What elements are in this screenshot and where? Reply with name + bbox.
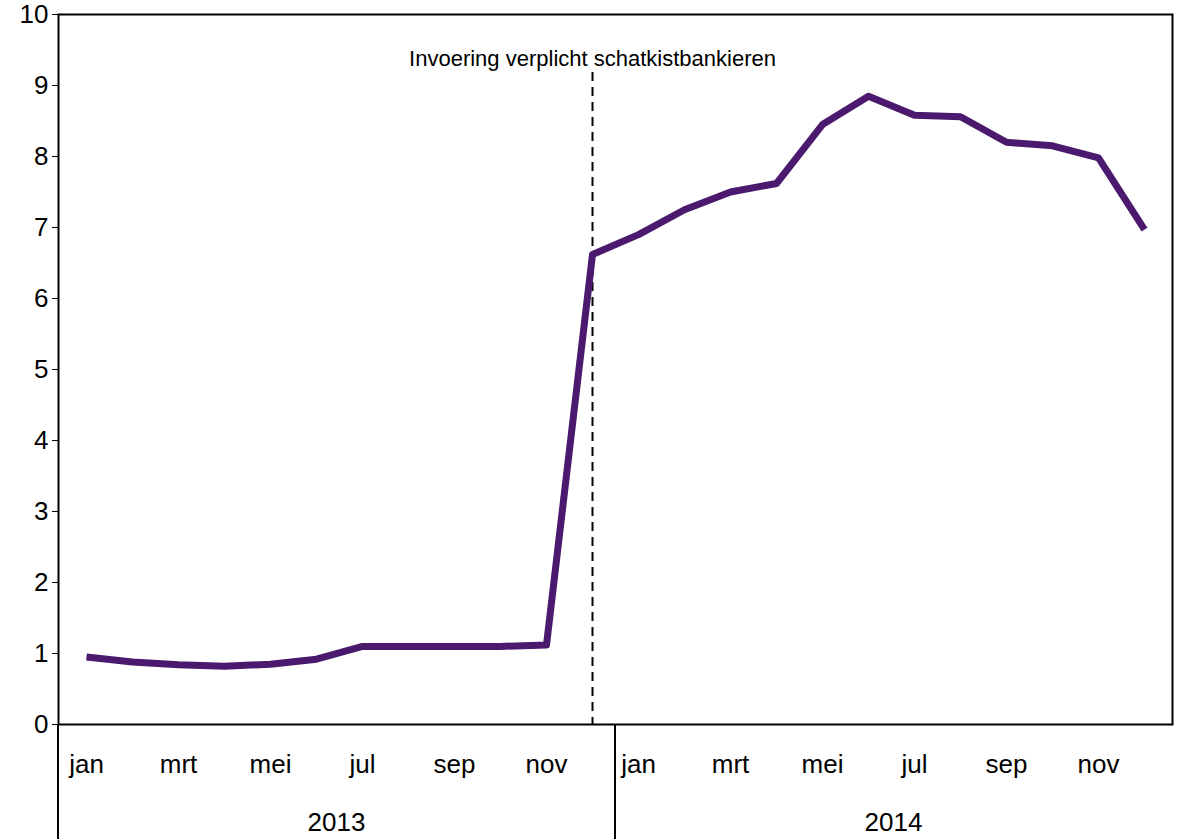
svg-text:nov: nov [1078, 749, 1120, 779]
svg-text:jan: jan [68, 749, 104, 779]
svg-text:8: 8 [34, 141, 48, 171]
svg-text:7: 7 [34, 212, 48, 242]
svg-text:jan: jan [620, 749, 656, 779]
svg-text:1: 1 [34, 638, 48, 668]
svg-text:4: 4 [34, 425, 48, 455]
svg-text:0: 0 [34, 709, 48, 739]
svg-text:nov: nov [526, 749, 568, 779]
svg-text:mrt: mrt [160, 749, 198, 779]
svg-text:10: 10 [20, 0, 49, 29]
svg-text:sep: sep [434, 749, 476, 779]
svg-text:Invoering verplicht schatkistb: Invoering verplicht schatkistbankieren [409, 46, 776, 71]
svg-text:9: 9 [34, 70, 48, 100]
svg-text:jul: jul [900, 749, 927, 779]
svg-text:3: 3 [34, 496, 48, 526]
svg-text:5: 5 [34, 354, 48, 384]
svg-text:mei: mei [250, 749, 292, 779]
svg-text:mei: mei [802, 749, 844, 779]
svg-text:2013: 2013 [308, 807, 366, 837]
svg-text:6: 6 [34, 283, 48, 313]
svg-text:sep: sep [986, 749, 1028, 779]
svg-text:jul: jul [348, 749, 375, 779]
svg-text:mrt: mrt [712, 749, 750, 779]
svg-text:2: 2 [34, 567, 48, 597]
svg-text:2014: 2014 [865, 807, 923, 837]
